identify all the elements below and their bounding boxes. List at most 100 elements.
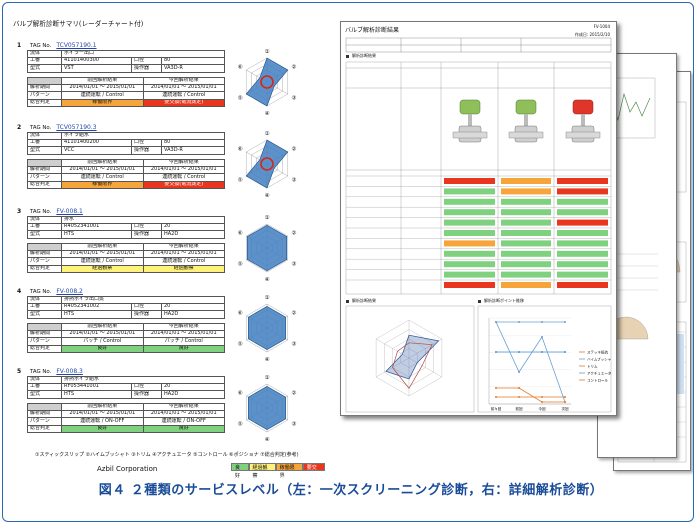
curr-judgement: 要交換(電流測定) bbox=[142, 180, 225, 189]
radar-chart: ① ② ③ ④ ⑤ ⑥ bbox=[238, 215, 297, 283]
tag-label: TAG No. bbox=[30, 368, 52, 375]
radar-chart: ① ② ③ ④ ⑤ ⑥ bbox=[238, 49, 297, 117]
prev-result-header: 前回解析結果 bbox=[61, 402, 144, 412]
status-cell bbox=[557, 271, 608, 278]
tag-label: TAG No. bbox=[30, 42, 52, 49]
tag-link[interactable]: FV-008.2 bbox=[56, 287, 83, 295]
radar-chart: ① ② ③ ④ ⑤ ⑥ bbox=[238, 295, 297, 363]
model-value: HTS bbox=[61, 390, 132, 399]
radar-axis-label: ⑥ bbox=[238, 391, 243, 397]
period-label: 解析期間 bbox=[27, 410, 62, 419]
alert-ring bbox=[260, 75, 274, 89]
bore-value: 20 bbox=[161, 303, 225, 312]
radar-axis-label: ⑥ bbox=[238, 231, 243, 237]
curr-pattern: 連続運転 / Control bbox=[142, 173, 225, 182]
figure-caption: 図４ ２種類のサービスレベル（左：一次スクリーニング診断，右：詳細解析診断） bbox=[98, 483, 604, 498]
pattern-label: パターン bbox=[27, 257, 62, 266]
radar-axis-label: ② bbox=[291, 230, 296, 237]
result-blank bbox=[27, 322, 62, 332]
valve-info-table: 流体 排熱ボイラ出口蒸 工番 R4052341002 口径 20 型式 HTS 操作器 HA2D bbox=[27, 295, 225, 319]
model-label: 型式 bbox=[27, 230, 62, 239]
valve-info-table: 流体 排熱ボイラ給水 工番 RF053441001 口径 20 型式 HTS 操作器 HA2D bbox=[27, 375, 225, 399]
trend-x-label: 前々回 bbox=[491, 406, 502, 411]
radar-axis-label: ③ bbox=[291, 178, 296, 184]
status-cell bbox=[557, 282, 608, 288]
curr-period: 2014/01/01 ～ 2015/01/01 bbox=[142, 166, 225, 175]
level-replace: 要交換 bbox=[302, 463, 326, 479]
status-cell bbox=[557, 261, 608, 268]
prev-pattern: パッチ / Control bbox=[61, 337, 144, 346]
tag-link[interactable]: TCV057190.3 bbox=[56, 123, 97, 131]
period-label: 解析期間 bbox=[27, 84, 62, 93]
curr-result-header: 今回解析結果 bbox=[142, 76, 225, 86]
valve-summary-1: 1 TAG No. TCV057190.1 流体 ボイラー出口 工番 41101400300… bbox=[13, 41, 319, 121]
level-good: 良好 bbox=[231, 463, 249, 479]
bore-label: 口径 bbox=[131, 139, 162, 148]
curr-period: 2014/01/01 ～ 2015/01/01 bbox=[142, 250, 225, 259]
legend-axis-list: ①スティックスリップ ②ハイムブッシャト ③トリム ④アクチュエータ ⑤コントロ… bbox=[35, 452, 299, 458]
pattern-label: パターン bbox=[27, 417, 62, 426]
unit-number: 4 bbox=[17, 287, 22, 295]
trend-x-label: 次回 bbox=[562, 406, 570, 411]
status-cell bbox=[444, 250, 495, 257]
radar-axis-label: ⑥ bbox=[238, 147, 243, 153]
prev-result-header: 前回解析結果 bbox=[61, 322, 144, 332]
result-blank bbox=[27, 242, 62, 252]
unit-number: 3 bbox=[17, 207, 22, 215]
trend-legend-label: トリム bbox=[587, 364, 598, 369]
status-cell bbox=[501, 282, 551, 288]
result-blank bbox=[27, 76, 62, 86]
radar-axis-label: ③ bbox=[291, 262, 296, 268]
prev-result-header: 前回解析結果 bbox=[61, 242, 144, 252]
bore-label: 口径 bbox=[131, 303, 162, 312]
model-value: VST bbox=[61, 64, 132, 73]
unit-number: 2 bbox=[17, 123, 22, 131]
status-cell bbox=[444, 230, 495, 236]
status-cell bbox=[444, 271, 495, 278]
radar-axis-label: ② bbox=[291, 310, 296, 317]
actuator-label: 操作器 bbox=[131, 64, 162, 73]
tag-link[interactable]: FV-008.1 bbox=[56, 207, 83, 215]
fluid-value: 排熱ボイラ給水 bbox=[61, 375, 225, 385]
judge-label: 総合判定 bbox=[27, 264, 62, 273]
trend-legend-label: コントロール bbox=[587, 379, 608, 383]
curr-result-header: 今回解析結果 bbox=[142, 242, 225, 252]
tag-link[interactable]: FV-008.3 bbox=[56, 367, 83, 375]
valve-image-2 bbox=[508, 99, 544, 143]
prev-period: 2014/01/01 ～ 2015/01/01 bbox=[61, 330, 144, 339]
period-label: 解析期間 bbox=[27, 250, 62, 259]
radar-axis-label: ① bbox=[265, 295, 270, 301]
actuator-label: 操作器 bbox=[131, 310, 162, 319]
serial-label: 工番 bbox=[27, 303, 62, 312]
tag-header: 3 TAG No. FV-008.1 bbox=[17, 207, 83, 217]
analysis-result-table: 前回解析結果 今回解析結果 解析期間 2014/01/01 ～ 2015/01/01 2… bbox=[27, 322, 225, 353]
curr-result-header: 今回解析結果 bbox=[142, 402, 225, 412]
status-cell bbox=[501, 198, 551, 205]
prev-pattern: 連続運転 / Control bbox=[61, 173, 144, 182]
level-watch: 経過観察 bbox=[248, 463, 276, 479]
status-cell bbox=[557, 178, 608, 184]
curr-judgement: 良好 bbox=[142, 424, 225, 433]
valve-info-table: 流体 ボイラー出口 工番 41101400300 口径 80 型式 VST 操作器 VA3D-R bbox=[27, 49, 225, 73]
radar-axis-label: ⑥ bbox=[238, 311, 243, 317]
detail-analysis-sheet: バルブ解析診断結果 FV-1004 作成日: 2015/2/10 bbox=[340, 21, 617, 416]
radar-axis-label: ① bbox=[265, 375, 270, 381]
serial-value: 41101400200 bbox=[61, 139, 132, 148]
prev-period: 2014/01/01 ～ 2015/01/01 bbox=[61, 410, 144, 419]
fluid-label: 流体 bbox=[27, 131, 62, 141]
radar-section-title: 解析診断結果 bbox=[352, 298, 376, 303]
status-cell bbox=[444, 188, 495, 195]
summary-title: バルブ解析診断サマリ(レーダーチャート付) bbox=[13, 20, 144, 28]
radar-axis-label: ① bbox=[265, 49, 270, 55]
status-cell bbox=[501, 219, 551, 226]
detail-page-number: FV-1004 bbox=[593, 24, 610, 29]
radar-axis-label: ② bbox=[291, 146, 296, 153]
serial-label: 工番 bbox=[27, 383, 62, 392]
tag-link[interactable]: TCV057190.1 bbox=[56, 41, 97, 49]
status-cell bbox=[501, 178, 551, 184]
radar-axis-label: ② bbox=[291, 390, 296, 397]
actuator-value: VA3D-R bbox=[161, 64, 225, 73]
status-cell bbox=[557, 209, 608, 216]
period-label: 解析期間 bbox=[27, 166, 62, 175]
